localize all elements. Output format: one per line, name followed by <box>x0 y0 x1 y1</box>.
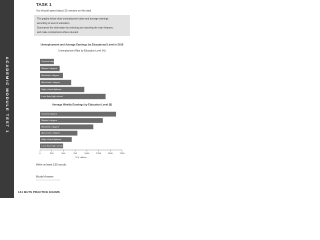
side-label: ACADEMIC MODULE TEST 1 <box>5 57 10 134</box>
x-tick-label: 250 <box>50 153 54 155</box>
bar-label: High school diploma <box>42 89 62 91</box>
bar <box>40 72 63 79</box>
x-tick-label: 500 <box>62 153 66 155</box>
bar-label: Associate's degree <box>42 132 61 135</box>
bar-label: Doctoral degree <box>42 113 58 116</box>
word-note: Write at least 150 words. <box>36 163 67 167</box>
x-tick-label: 1000 <box>84 153 90 155</box>
bar-label: Associate's degree <box>42 81 61 84</box>
chart-subtitle: Unemployment Rate by Education Level (%) <box>58 50 105 53</box>
prompt-line: according to level of education. <box>37 22 70 25</box>
bar <box>40 79 72 86</box>
bar <box>40 65 60 72</box>
page: ACADEMIC MODULE TEST 1 TASK 1 You should… <box>0 0 130 198</box>
bar <box>40 130 78 136</box>
chart-title: Average Weekly Earnings by Education Lev… <box>52 103 112 107</box>
x-axis-label: U.S. dollars <box>75 156 87 159</box>
side-strip <box>0 0 14 198</box>
model-answer: Model Answer <box>36 175 54 179</box>
bar-label: Master's degree <box>42 119 58 122</box>
prompt-line: Summarize the information by selecting a… <box>37 27 114 30</box>
bar-label: Bachelor's degree <box>42 125 60 128</box>
x-tick-label: 1750 <box>120 153 126 155</box>
bar-label: High school diploma <box>42 139 62 141</box>
footer: 144 IELTS PRACTICE EXAMS <box>18 190 60 194</box>
prompt-box <box>34 15 130 36</box>
x-tick-label: 750 <box>73 153 77 155</box>
x-tick-label: 1250 <box>96 153 102 155</box>
bar-label: Less than high school <box>42 95 64 98</box>
chart-title: Unemployment and Average Earnings by Edu… <box>41 43 124 47</box>
bar <box>40 111 117 117</box>
prompt-line: and make comparisons where relevant. <box>37 31 79 34</box>
bar <box>40 124 94 130</box>
bar-label: Less than high school <box>42 144 64 147</box>
bar <box>40 143 64 149</box>
instruction: You should spend about 20 minutes on thi… <box>36 9 92 13</box>
x-tick-label: 1500 <box>108 153 114 155</box>
bar <box>40 118 103 123</box>
prompt-line: The graphs below show unemployment rates… <box>37 18 109 21</box>
bar <box>40 58 54 65</box>
bar <box>40 137 72 142</box>
bar <box>40 93 106 100</box>
bar-label: Bachelor's degree <box>42 74 60 77</box>
task-heading: TASK 1 <box>36 2 52 7</box>
bar-label: Doctoral degree <box>42 60 58 63</box>
x-tick-label: 0 <box>39 153 41 155</box>
bar-label: Master's degree <box>42 67 58 70</box>
bar <box>40 86 85 93</box>
